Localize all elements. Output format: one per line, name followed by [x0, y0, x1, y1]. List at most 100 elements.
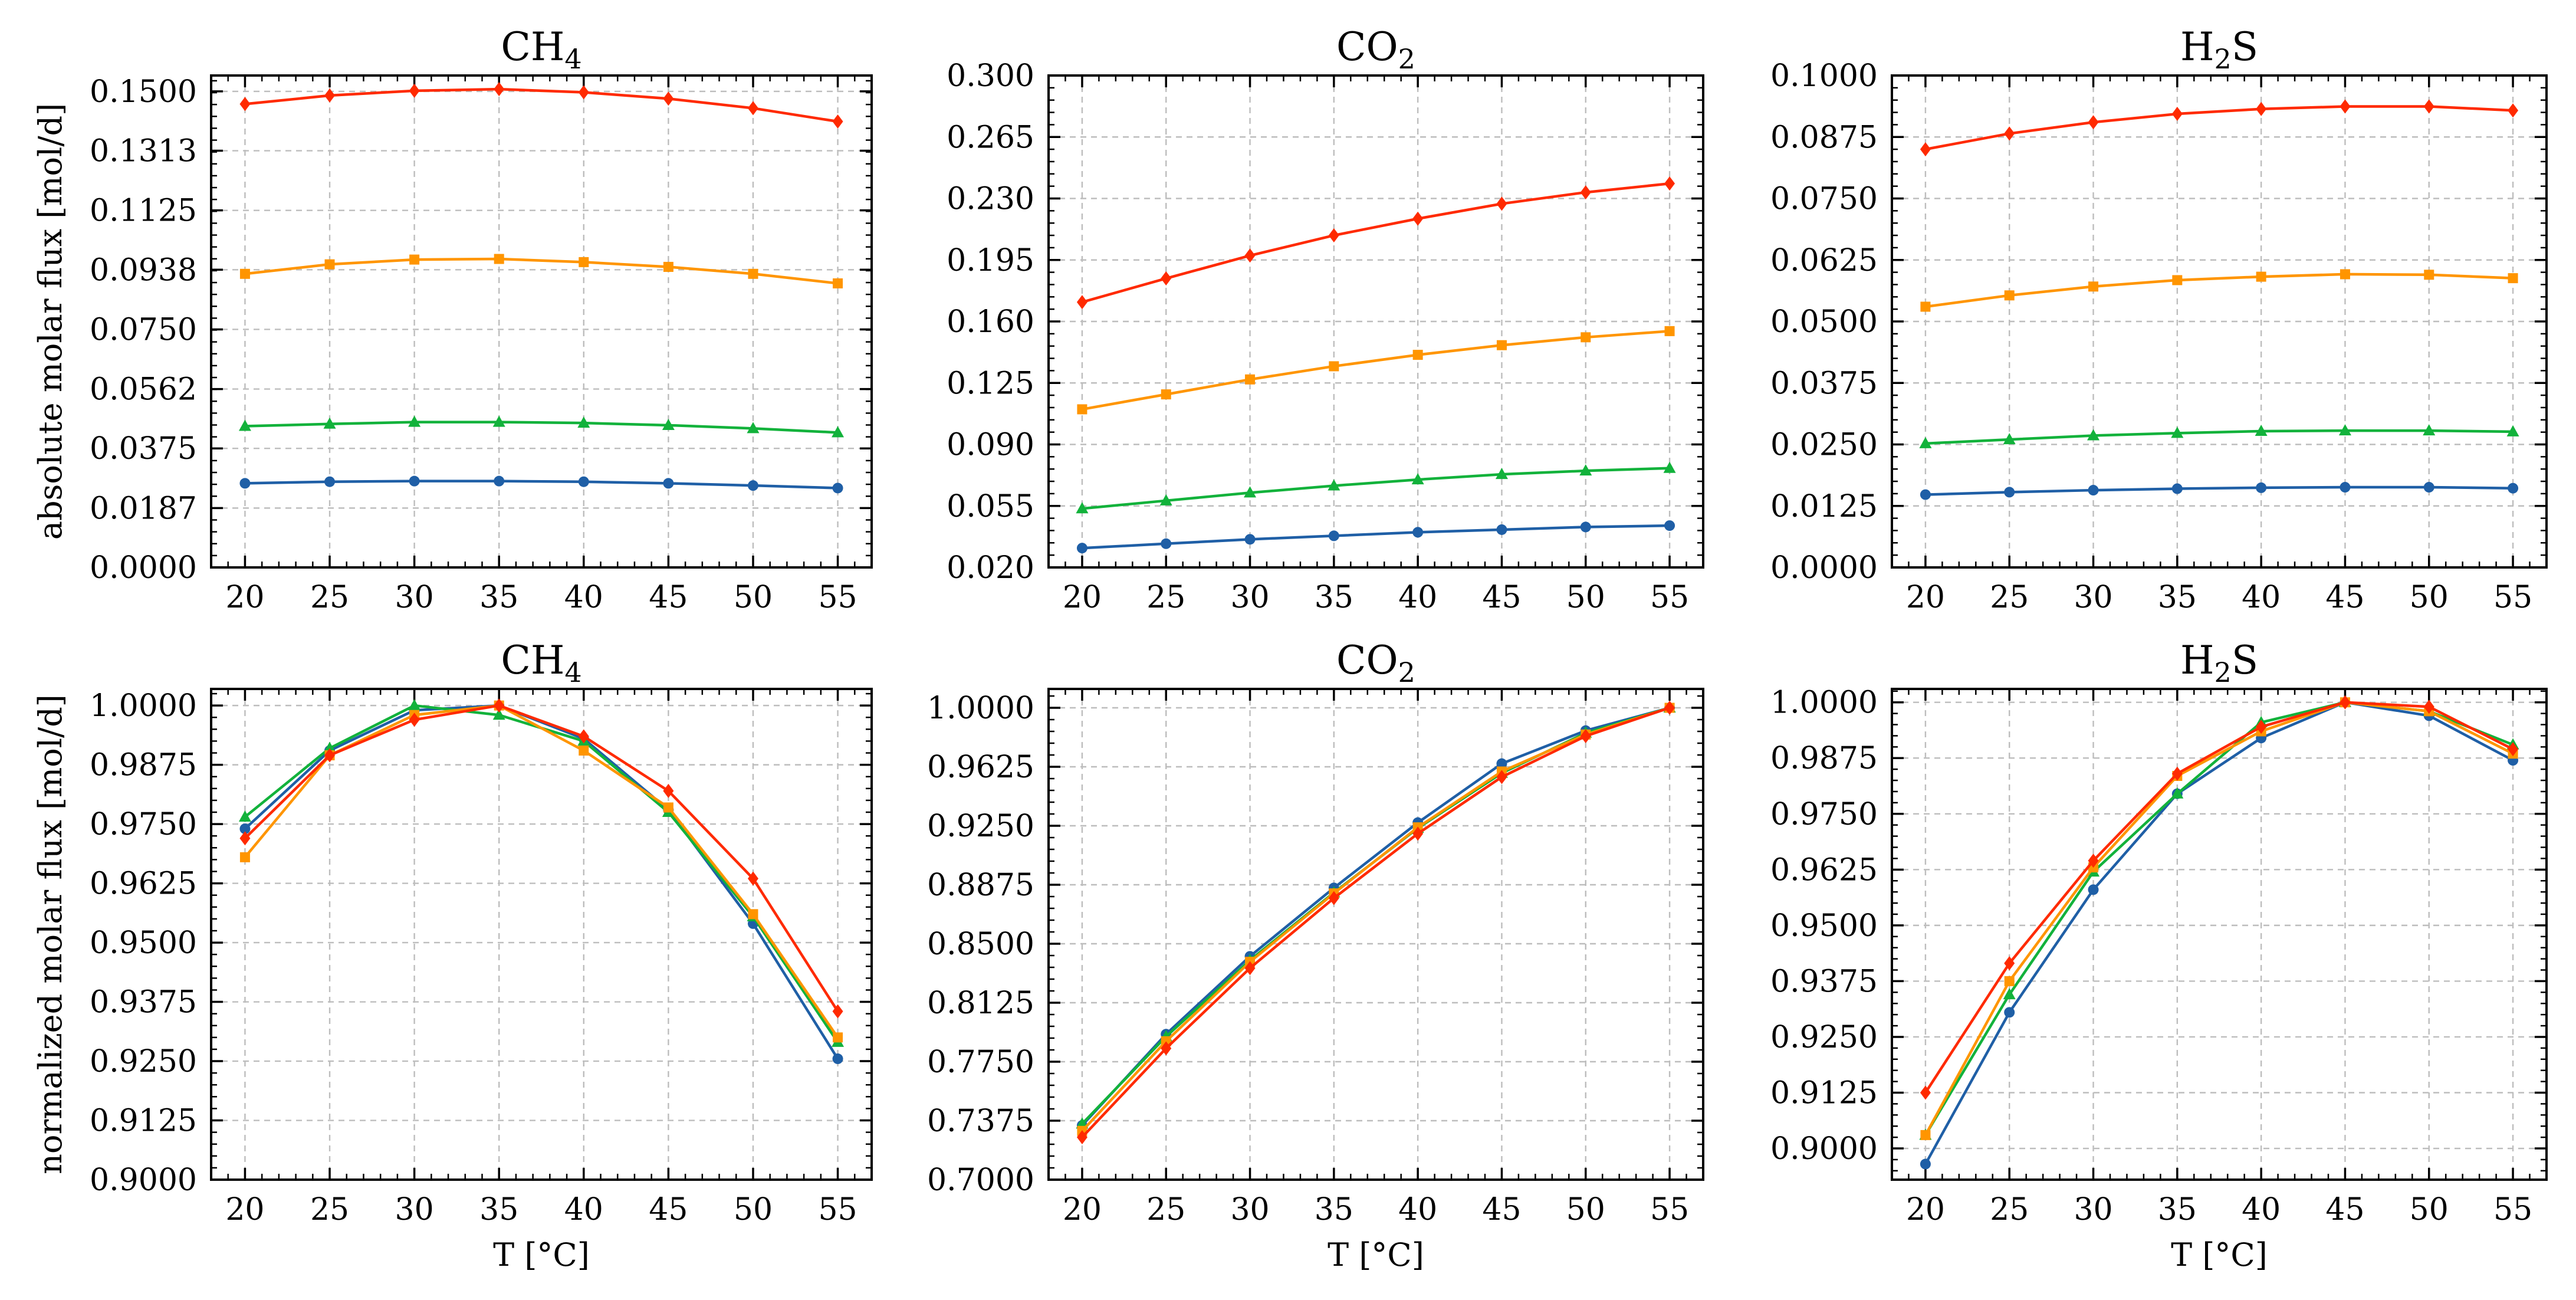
- data-point-blue: [2088, 485, 2099, 496]
- data-point-red: [1412, 211, 1424, 226]
- series-line-blue: [1081, 706, 1670, 1127]
- series-orange: [1920, 697, 2518, 1140]
- data-point-green: [238, 810, 251, 822]
- data-point-red: [324, 748, 336, 763]
- y-tick-label: 0.7375: [927, 1104, 1034, 1139]
- series-line-orange: [1924, 701, 2514, 1136]
- y-tick-label: 0.9000: [90, 1163, 197, 1198]
- data-point-orange: [2088, 281, 2099, 292]
- x-tick-label: 45: [2325, 1192, 2364, 1227]
- y-tick-label: 0.9625: [90, 866, 197, 902]
- y-tick-label: 0.300: [947, 58, 1034, 94]
- data-point-green: [1076, 502, 1089, 514]
- data-point-red: [747, 871, 758, 886]
- series-red: [1076, 176, 1675, 310]
- y-tick-label: 0.9875: [1770, 741, 1878, 776]
- x-tick-label: 25: [1146, 1192, 1185, 1227]
- ticks: [1891, 74, 2548, 569]
- x-tick-label: 35: [479, 1192, 518, 1227]
- data-point-orange: [579, 746, 589, 756]
- x-tick-label: 30: [395, 580, 434, 615]
- x-tick-label: 25: [1990, 580, 2029, 615]
- data-point-blue: [239, 478, 251, 489]
- y-axis-title: absolute molar flux [mol/d]: [32, 103, 69, 540]
- series-line-orange: [245, 257, 838, 285]
- panel-0-1: 20 25 30 35 40 45 50 55 0.020 0.055 0.090 0.125 0.16…: [947, 24, 1704, 615]
- panel-0-2: 20 25 30 35 40 45 50 55 0.0000 0.0125 0.0250 0.0375…: [1770, 24, 2548, 615]
- series-red: [1076, 701, 1675, 1144]
- data-point-orange: [324, 259, 335, 270]
- y-tick-label: 0.0625: [1770, 243, 1878, 278]
- data-point-orange: [239, 852, 250, 862]
- y-tick-label: 0.7000: [927, 1163, 1034, 1198]
- data-point-orange: [2424, 270, 2434, 280]
- y-tick-label: 0.0875: [1770, 120, 1878, 155]
- x-axis-title: T [°C]: [2171, 1236, 2268, 1273]
- data-point-green: [2506, 425, 2519, 436]
- x-tick-label: 45: [1482, 1192, 1521, 1227]
- x-tick-label: 45: [649, 580, 688, 615]
- series-line-red: [1925, 105, 2513, 151]
- y-tick-label: 0.0000: [1770, 550, 1878, 586]
- data-point-red: [2004, 126, 2015, 141]
- series-line-red: [245, 87, 838, 123]
- panel-title: CH4: [501, 638, 581, 688]
- series-line-blue: [1925, 485, 2513, 496]
- data-point-green: [1328, 479, 1340, 491]
- data-point-red: [747, 101, 758, 116]
- y-tick-label: 0.7750: [927, 1045, 1034, 1080]
- data-point-red: [578, 729, 589, 744]
- y-tick-label: 0.0250: [1770, 428, 1878, 463]
- y-tick-label: 0.0938: [90, 252, 197, 288]
- y-tick-label: 0.230: [947, 182, 1034, 217]
- data-point-green: [2255, 424, 2268, 436]
- x-tick-label: 40: [2242, 1192, 2281, 1227]
- data-point-orange: [748, 268, 758, 279]
- x-tick-label: 20: [225, 1192, 264, 1227]
- y-tick-label: 0.0187: [90, 491, 197, 526]
- series-orange: [1077, 326, 1675, 415]
- data-point-red: [239, 831, 251, 846]
- data-point-blue: [494, 475, 505, 487]
- data-point-red: [663, 783, 674, 798]
- gridlines: [1049, 74, 1703, 569]
- series-green: [1919, 424, 2519, 448]
- series-blue: [1920, 482, 2519, 500]
- data-point-red: [1161, 271, 1172, 286]
- y-tick-label: 0.9250: [1770, 1020, 1878, 1055]
- data-point-blue: [239, 823, 251, 835]
- data-point-red: [2171, 107, 2183, 122]
- data-point-red: [2423, 700, 2434, 714]
- data-point-green: [323, 741, 336, 753]
- panel-title-subscript: 2: [2214, 656, 2232, 688]
- ticks: [1047, 74, 1704, 569]
- data-point-blue: [2508, 482, 2519, 494]
- data-point-red: [1244, 248, 1256, 263]
- data-point-orange: [1664, 326, 1675, 336]
- data-point-orange: [663, 802, 673, 813]
- data-point-orange: [1077, 404, 1087, 415]
- series-orange: [239, 254, 843, 288]
- x-tick-label: 20: [1063, 580, 1102, 615]
- panel-title-main: CO: [1336, 638, 1398, 683]
- x-tick-label: 40: [1398, 580, 1437, 615]
- data-point-green: [408, 415, 421, 427]
- y-tick-label: 0.1313: [90, 134, 197, 169]
- data-point-red: [2171, 766, 2183, 781]
- data-point-orange: [2004, 290, 2015, 301]
- x-tick-label: 20: [225, 580, 264, 615]
- panel-1-0: 20 25 30 35 40 45 50 55 0.9000 0.9125 0.9250 0.9375…: [32, 638, 873, 1273]
- y-tick-label: 0.9375: [90, 985, 197, 1020]
- x-tick-label: 25: [310, 580, 349, 615]
- data-point-blue: [1244, 534, 1256, 545]
- y-tick-label: 0.195: [947, 243, 1034, 278]
- x-tick-label: 35: [1315, 1192, 1353, 1227]
- data-point-green: [1159, 494, 1172, 505]
- y-tick-label: 0.9625: [1770, 852, 1878, 888]
- y-tick-label: 0.0750: [90, 312, 197, 347]
- series-blue: [1076, 520, 1675, 554]
- panel-0-0: 20 25 30 35 40 45 50 55 0.0000 0.0187 0.0375 0.0562…: [32, 24, 873, 615]
- data-point-green: [238, 419, 251, 431]
- data-point-blue: [832, 1053, 843, 1065]
- series-green: [238, 415, 845, 438]
